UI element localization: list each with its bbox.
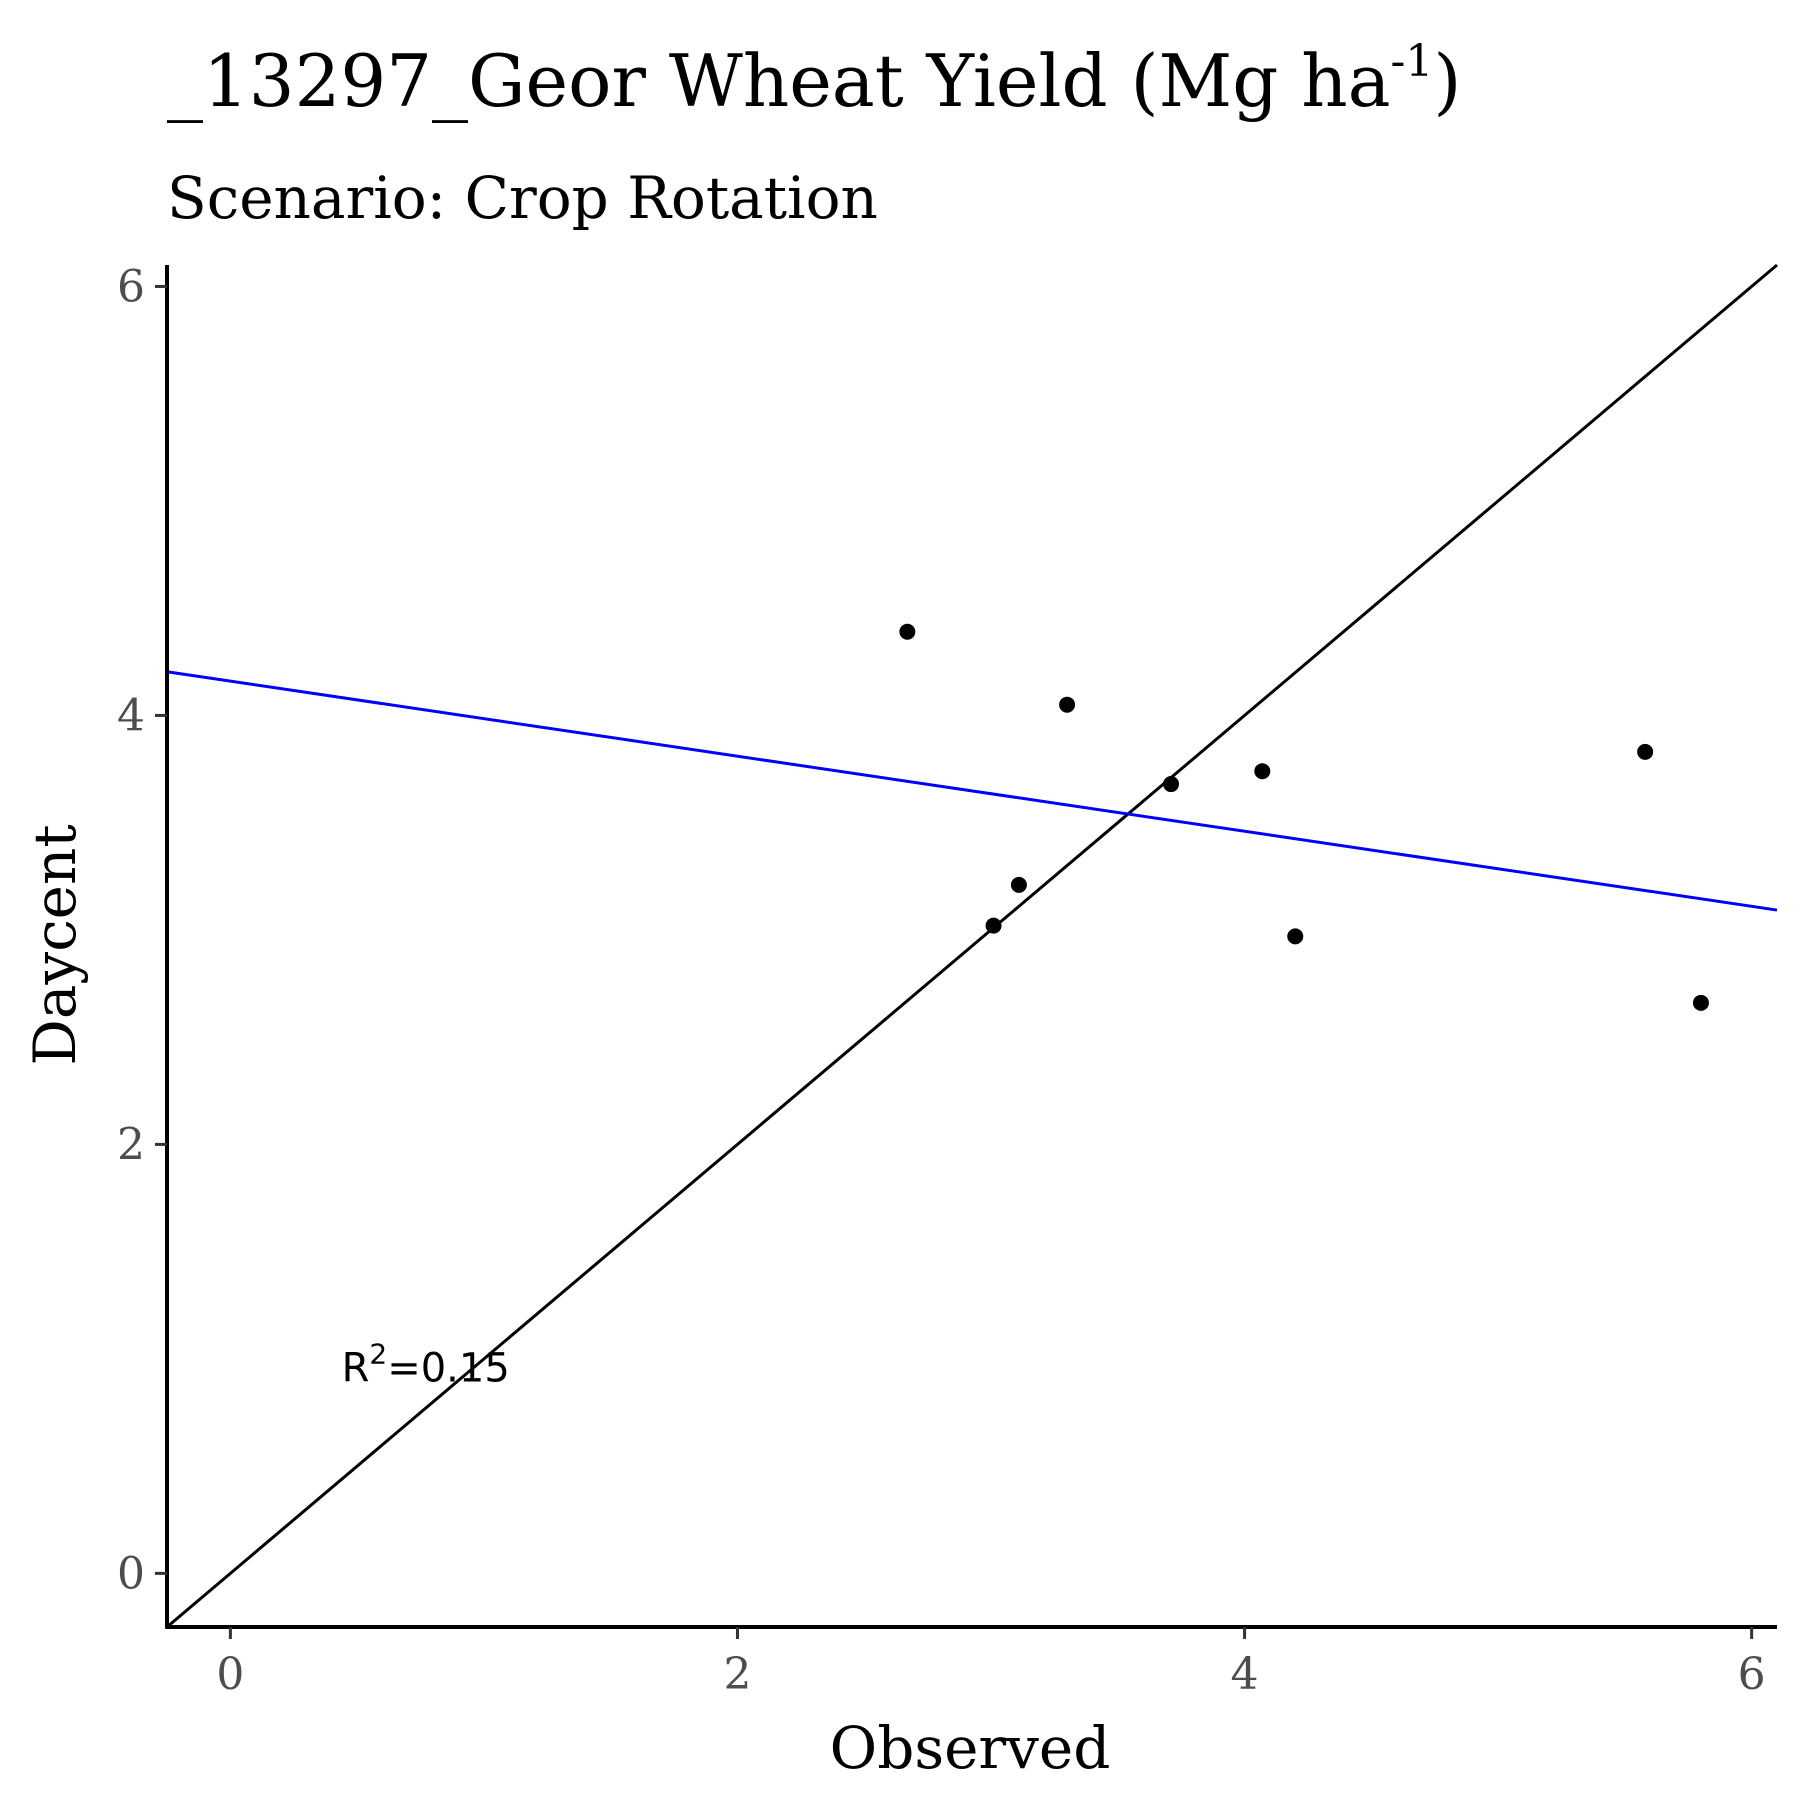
x-tick-label: 4: [1231, 1649, 1259, 1700]
y-axis-title: Daycent: [21, 824, 89, 1065]
data-point: [1692, 994, 1709, 1011]
data-point: [1287, 928, 1304, 945]
tick-labels: 0 2 4 6 0 2 4 6: [117, 261, 1766, 1700]
data-point: [1010, 876, 1027, 893]
y-tick-label: 0: [117, 1548, 145, 1599]
data-point: [899, 623, 916, 640]
axes: [155, 265, 1777, 1639]
data-point: [985, 917, 1002, 934]
plot-area: 0 2 4 6 0 2 4 6: [117, 261, 1778, 1700]
data-point: [1254, 763, 1271, 780]
x-tick-label: 6: [1738, 1649, 1766, 1700]
data-point: [1637, 743, 1654, 760]
reference-lines: [166, 263, 1778, 1629]
chart-title: _13297_Geor Wheat Yield (Mg ha-1): [167, 36, 1462, 123]
y-tick-label: 6: [117, 261, 145, 312]
r-squared-annotation: R2=0.15: [342, 1337, 510, 1391]
y-tick-label: 4: [117, 690, 145, 741]
data-point: [1059, 696, 1076, 713]
regression-line: [166, 670, 1778, 912]
x-tick-label: 2: [723, 1649, 751, 1700]
x-tick-label: 0: [216, 1649, 244, 1700]
identity-line: [166, 263, 1778, 1629]
x-axis-title: Observed: [830, 1714, 1111, 1782]
y-tick-label: 2: [117, 1119, 145, 1170]
chart-subtitle: Scenario: Crop Rotation: [167, 164, 878, 232]
data-points: [899, 623, 1709, 1011]
data-point: [1163, 776, 1180, 793]
